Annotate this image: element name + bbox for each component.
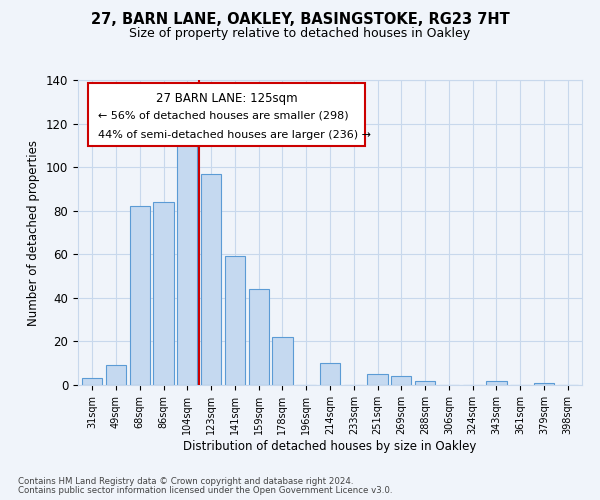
Y-axis label: Number of detached properties: Number of detached properties [28,140,40,326]
Text: 44% of semi-detached houses are larger (236) →: 44% of semi-detached houses are larger (… [98,130,371,140]
Bar [154,202,173,385]
Text: 27, BARN LANE, OAKLEY, BASINGSTOKE, RG23 7HT: 27, BARN LANE, OAKLEY, BASINGSTOKE, RG23… [91,12,509,28]
Bar [415,380,435,385]
FancyBboxPatch shape [88,83,365,146]
Bar [487,380,506,385]
Bar [82,378,103,385]
Bar [367,374,388,385]
Bar [130,206,150,385]
Bar [272,337,293,385]
Bar [248,289,269,385]
Bar [320,363,340,385]
Bar [177,134,197,385]
Bar [391,376,412,385]
Bar [534,383,554,385]
X-axis label: Distribution of detached houses by size in Oakley: Distribution of detached houses by size … [184,440,476,452]
Text: Contains HM Land Registry data © Crown copyright and database right 2024.: Contains HM Land Registry data © Crown c… [18,477,353,486]
Bar [201,174,221,385]
Text: Size of property relative to detached houses in Oakley: Size of property relative to detached ho… [130,28,470,40]
Text: ← 56% of detached houses are smaller (298): ← 56% of detached houses are smaller (29… [98,110,349,120]
Bar [225,256,245,385]
Text: 27 BARN LANE: 125sqm: 27 BARN LANE: 125sqm [156,92,298,105]
Text: Contains public sector information licensed under the Open Government Licence v3: Contains public sector information licen… [18,486,392,495]
Bar [106,366,126,385]
